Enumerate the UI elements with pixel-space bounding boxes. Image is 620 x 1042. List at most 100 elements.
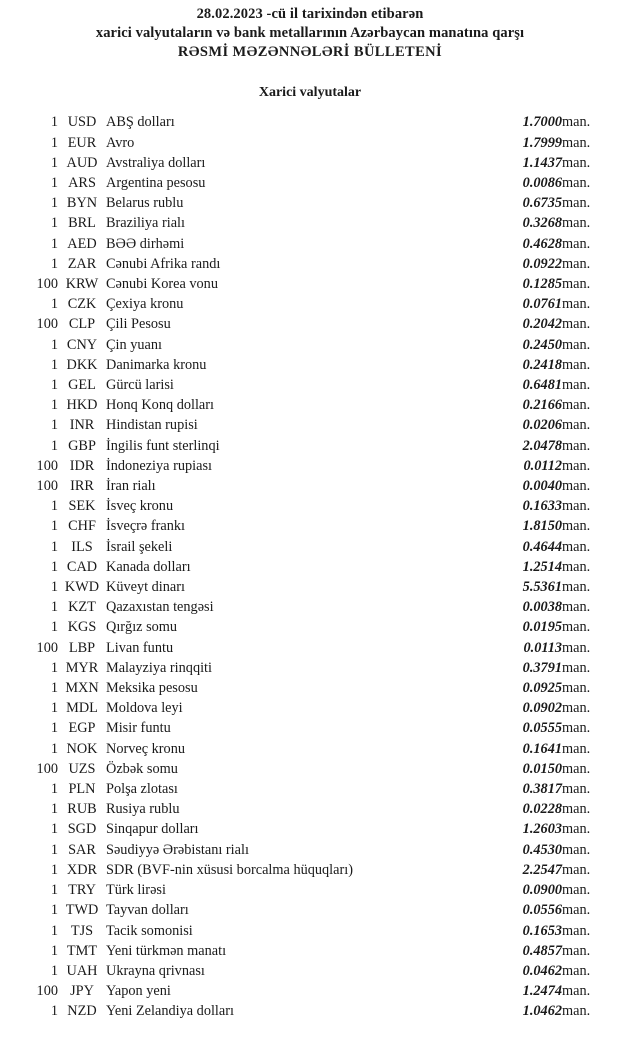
currency-rate: 0.1641 [522,740,562,757]
currency-name: Avstraliya dolları [106,154,206,171]
currency-unit: man. [562,579,591,596]
currency-code: RUB [67,801,97,818]
currency-quantity: 1 [50,336,58,353]
currency-quantity: 1 [50,619,58,636]
currency-code: BRL [68,215,96,232]
currency-quantity: 1 [50,801,58,818]
currency-code: KRW [65,276,99,292]
currency-row: 1 KZT Qazaxıstan tengəsi 0.0038 man. [0,597,620,617]
currency-name: Cənubi Korea vonu [106,276,218,292]
currency-code: KZT [68,599,96,616]
currency-quantity: 1 [50,821,58,838]
exchange-rates-body: 1 USD ABŞ dolları 1.7000 man. 1 EUR Avro 1.7999 m… [0,112,620,1021]
currency-code: IDR [69,457,95,474]
currency-quantity: 1 [50,740,58,757]
bulletin-subtitle-line: xarici valyutaların və bank metallarının… [95,25,525,42]
currency-quantity: 1 [50,841,58,858]
currency-code: JPY [70,983,94,1000]
currency-unit: man. [562,639,591,656]
currency-row: 1 TRY Türk lirəsi 0.0900 man. [0,880,620,900]
currency-unit: man. [562,1003,591,1020]
currency-name: Hindistan rupisi [106,417,198,434]
currency-row: 1 SAR Səudiyyə Ərəbistanı rialı 0.4530 man. [0,840,620,860]
currency-rate: 0.4530 [522,841,562,858]
currency-row: 100 CLP Çili Pesosu 0.2042 man. [0,314,620,334]
currency-rate: 2.2547 [522,861,562,878]
currency-name: SDR (BVF-nin xüsusi borcalma hüquqları) [106,861,353,878]
currency-code: AUD [66,154,98,171]
currency-name: İsveçrə frankı [106,518,185,535]
currency-unit: man. [562,417,591,434]
currency-rate: 0.3817 [522,781,562,798]
currency-code: ILS [71,538,93,555]
currency-unit: man. [562,154,591,171]
currency-name: Yapon yeni [106,983,171,1000]
currency-quantity: 1 [50,215,58,232]
currency-name: Malayziya rinqqiti [106,659,213,676]
currency-rate: 0.2042 [522,316,562,333]
currency-row: 1 KGS Qırğız somu 0.0195 man. [0,617,620,637]
currency-name: Cənubi Afrika randı [106,255,221,272]
currency-unit: man. [562,922,591,939]
currency-quantity: 1 [50,377,58,394]
currency-quantity: 1 [50,599,58,616]
currency-unit: man. [562,498,591,515]
currency-name: Misir funtu [106,720,171,737]
currency-rate: 1.0462 [522,1003,562,1020]
currency-rate: 0.0228 [522,801,562,818]
currency-row: 1 SGD Sinqapur dolları 1.2603 man. [0,819,620,839]
currency-row: 1 PLN Polşa zlotası 0.3817 man. [0,779,620,799]
currency-unit: man. [562,356,591,373]
currency-quantity: 1 [50,680,58,697]
currency-unit: man. [562,336,591,353]
currency-name: Çili Pesosu [106,316,171,333]
currency-unit: man. [562,478,591,495]
currency-row: 1 ILS İsrail şekeli 0.4644 man. [0,537,620,557]
currency-rate: 0.0925 [522,680,562,697]
currency-row: 1 ARS Argentina pesosu 0.0086 man. [0,173,620,193]
bulletin-title-line: RƏSMİ MƏZƏNNƏLƏRİ BÜLLETENİ [177,44,443,61]
currency-code: XDR [66,861,98,878]
currency-quantity: 1 [50,397,58,414]
currency-row: 1 ZAR Cənubi Afrika randı 0.0922 man. [0,254,620,274]
currency-unit: man. [562,397,591,414]
currency-row: 1 MXN Meksika pesosu 0.0925 man. [0,678,620,698]
currency-quantity: 1 [50,134,58,151]
currency-unit: man. [562,781,591,798]
currency-row: 1 BYN Belarus rublu 0.6735 man. [0,193,620,213]
currency-rate: 0.0462 [522,962,562,979]
currency-quantity: 1 [50,154,58,171]
currency-rate: 1.1437 [522,154,562,171]
currency-row: 1 XDR SDR (BVF-nin xüsusi borcalma hüquqla… [0,860,620,880]
currency-unit: man. [562,659,591,676]
currency-rate: 0.4857 [522,942,562,959]
currency-quantity: 100 [36,760,58,777]
currency-name: Ukrayna qrivnası [106,962,205,979]
currency-rate: 0.0040 [522,478,562,495]
currency-row: 1 BRL Braziliya rialı 0.3268 man. [0,213,620,233]
currency-name: Sinqapur dolları [106,821,199,838]
currency-quantity: 1 [50,1003,58,1020]
currency-rate: 0.0900 [522,882,562,899]
currency-code: CAD [66,558,98,575]
currency-unit: man. [562,195,591,212]
currency-name: Avro [106,134,135,151]
currency-name: Honq Konq dolları [106,397,215,414]
bulletin-effective-date-line: 28.02.2023 -cü il tarixindən etibarən [196,6,424,22]
currency-name: Tacik somonisi [106,922,193,939]
currency-row: 1 DKK Danimarka kronu 0.2418 man. [0,355,620,375]
currency-unit: man. [562,599,591,616]
currency-rate: 1.2514 [522,558,562,575]
currency-code: TRY [68,882,96,899]
currency-unit: man. [562,235,591,252]
currency-name: Qazaxıstan tengəsi [106,599,214,616]
currency-row: 1 RUB Rusiya rublu 0.0228 man. [0,799,620,819]
currency-quantity: 1 [50,558,58,575]
currency-unit: man. [562,538,591,555]
currency-name: İngilis funt sterlinqi [106,437,220,454]
currency-code: KWD [64,579,100,596]
currency-name: Livan funtu [106,639,174,656]
currency-code: BYN [66,195,98,212]
currency-quantity: 1 [50,437,58,454]
currency-unit: man. [562,316,591,333]
